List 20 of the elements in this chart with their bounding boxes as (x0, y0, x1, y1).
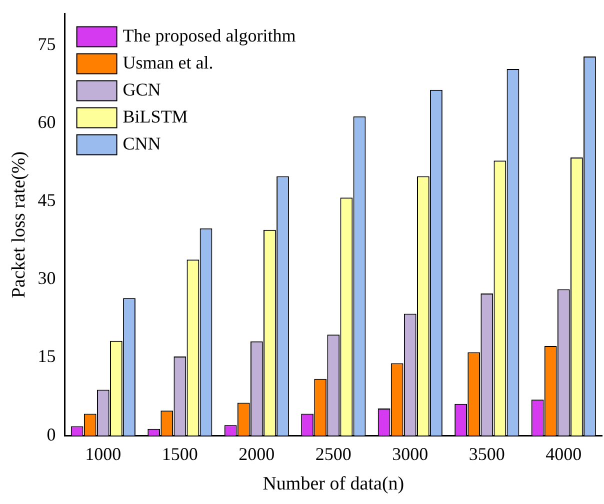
y-tick-label: 75 (38, 34, 56, 54)
x-tick-label: 4000 (546, 444, 582, 464)
legend-label: The proposed algorithm (122, 26, 296, 46)
legend-label: GCN (122, 80, 161, 100)
x-tick-label: 3000 (392, 444, 428, 464)
x-tick-label: 2000 (238, 444, 275, 464)
y-tick-label: 45 (38, 190, 56, 210)
y-tick-label: 60 (38, 112, 56, 132)
x-tick-label: 1500 (162, 444, 198, 464)
y-axis-title: Packet loss rate(%) (8, 151, 30, 298)
legend-label: Usman et al. (122, 52, 214, 73)
x-tick-label: 3500 (468, 444, 505, 464)
y-tick-label: 15 (38, 346, 56, 366)
x-tick-label: 2500 (315, 444, 352, 464)
legend-label: BiLSTM (122, 106, 188, 127)
y-tick-label: 30 (38, 268, 56, 288)
y-tick-label: 0 (46, 424, 56, 444)
x-tick-label: 1000 (85, 444, 122, 464)
legend-label: CNN (122, 134, 161, 154)
x-axis-title: Number of data(n) (262, 474, 404, 495)
